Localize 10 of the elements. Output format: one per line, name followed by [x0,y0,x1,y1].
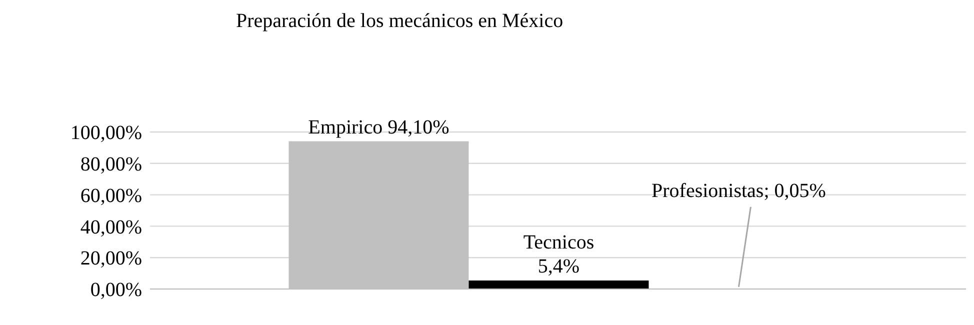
y-tick-label: 40,00% [80,216,142,238]
y-tick-label: 20,00% [80,248,142,270]
y-tick-label: 60,00% [80,184,142,207]
data-label: Profesionistas; 0,05% [652,180,826,202]
y-tick-label: 80,00% [80,154,142,176]
chart-title: Preparación de los mecánicos en México [236,10,564,33]
data-label: Empirico 94,10% [308,116,450,138]
data-label: Tecnicos 5,4% [523,232,594,278]
y-tick-label: 0,00% [90,279,142,302]
y-tick-label: 100,00% [70,122,142,144]
